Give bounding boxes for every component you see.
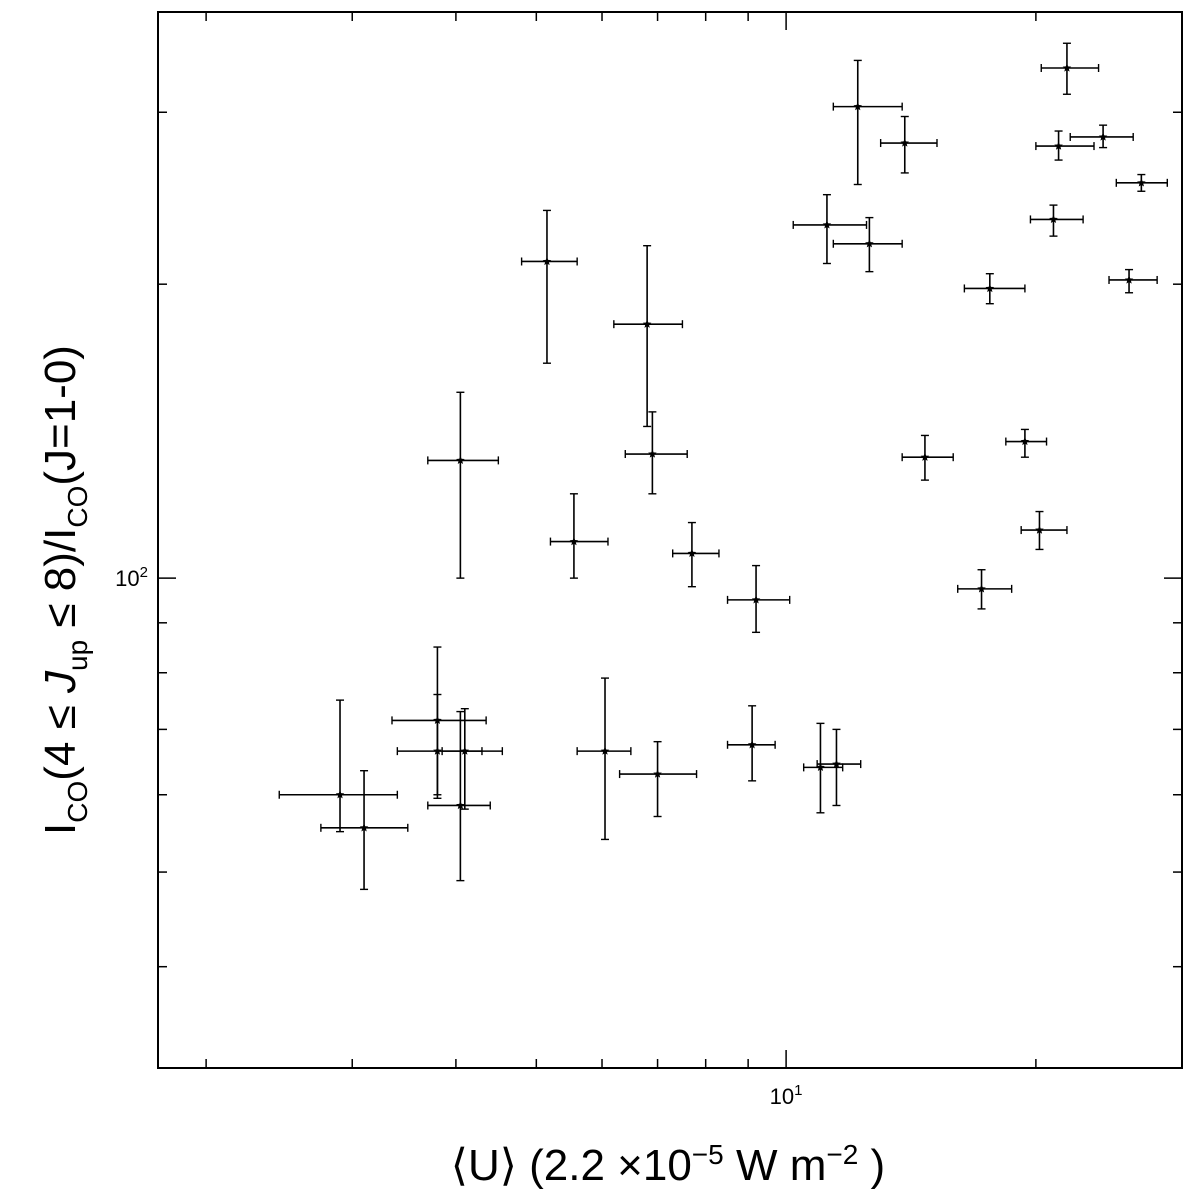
star-marker bbox=[751, 595, 761, 604]
star-marker bbox=[1035, 525, 1044, 534]
star-marker bbox=[920, 452, 930, 461]
data-point bbox=[726, 564, 791, 634]
y-tick-label: 102 bbox=[115, 564, 148, 591]
data-point bbox=[879, 115, 938, 174]
data-point bbox=[1029, 204, 1084, 237]
star-marker bbox=[747, 740, 757, 749]
star-marker bbox=[977, 584, 986, 593]
star-marker bbox=[642, 319, 652, 328]
data-point bbox=[1020, 510, 1068, 551]
data-point bbox=[549, 493, 609, 579]
data-point bbox=[520, 209, 578, 364]
star-marker bbox=[1054, 141, 1063, 150]
data-point bbox=[576, 677, 632, 841]
star-marker bbox=[985, 283, 995, 293]
data-point bbox=[816, 728, 862, 807]
star-marker bbox=[832, 759, 841, 768]
data-point bbox=[278, 699, 399, 833]
star-marker bbox=[433, 746, 442, 755]
star-marker bbox=[460, 746, 470, 755]
y-axis-label: ICO(4 ≤ Jup ≤ 8)/ICO(J=1-0) bbox=[36, 345, 93, 835]
data-point bbox=[1108, 268, 1158, 294]
star-marker bbox=[1098, 132, 1108, 141]
data-point bbox=[1035, 130, 1095, 161]
data-point bbox=[624, 411, 688, 495]
data-point bbox=[1005, 428, 1048, 458]
data-point bbox=[957, 569, 1013, 610]
axis-labels: ⟨U⟩ (2.2 ×10−5 W m−2 ) ICO(4 ≤ Jup ≤ 8)/… bbox=[36, 345, 885, 1190]
star-marker bbox=[900, 138, 910, 147]
data-point bbox=[391, 646, 487, 796]
star-marker bbox=[335, 790, 345, 799]
star-marker bbox=[822, 220, 832, 229]
star-marker bbox=[359, 823, 369, 832]
data-point bbox=[613, 245, 684, 428]
data-point bbox=[901, 434, 954, 481]
star-marker bbox=[687, 548, 697, 558]
data-point bbox=[1115, 173, 1168, 192]
star-marker bbox=[816, 762, 825, 772]
data-point bbox=[396, 693, 483, 799]
star-marker bbox=[648, 449, 657, 458]
axes: 101 102 bbox=[115, 11, 1183, 1109]
star-marker bbox=[653, 769, 662, 778]
plot-frame bbox=[157, 11, 1183, 1069]
star-marker bbox=[456, 800, 465, 810]
data-point bbox=[441, 707, 504, 810]
data-point bbox=[792, 193, 868, 265]
data-point bbox=[832, 59, 903, 186]
star-marker bbox=[1020, 437, 1030, 446]
star-marker bbox=[542, 256, 552, 266]
star-marker bbox=[456, 455, 465, 465]
star-marker bbox=[865, 239, 874, 248]
data-point bbox=[618, 740, 698, 818]
star-marker bbox=[600, 746, 610, 755]
star-marker bbox=[1124, 275, 1134, 284]
data-point bbox=[671, 521, 720, 588]
star-marker bbox=[1049, 214, 1058, 224]
data-point bbox=[1069, 124, 1134, 149]
star-marker bbox=[853, 102, 863, 111]
data-point bbox=[320, 770, 409, 891]
data-point bbox=[726, 705, 776, 782]
star-marker bbox=[1137, 178, 1146, 187]
star-marker bbox=[1062, 63, 1072, 72]
data-points bbox=[278, 42, 1168, 891]
star-marker bbox=[569, 537, 579, 546]
data-point bbox=[427, 710, 491, 882]
data-point bbox=[963, 273, 1026, 305]
data-point bbox=[832, 216, 903, 273]
data-point bbox=[427, 391, 500, 579]
data-point bbox=[1040, 42, 1100, 95]
x-axis-label: ⟨U⟩ (2.2 ×10−5 W m−2 ) bbox=[451, 1139, 885, 1190]
x-tick-label: 101 bbox=[770, 1082, 803, 1109]
